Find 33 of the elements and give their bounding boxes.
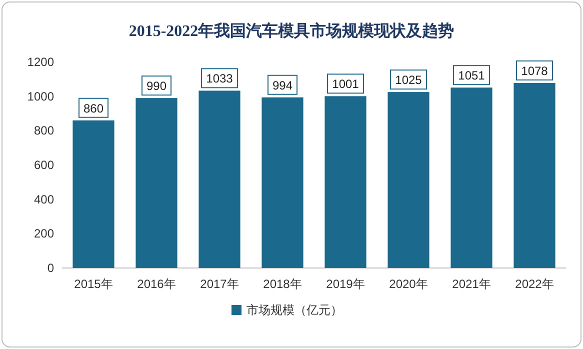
y-tick-label: 200 [34,226,54,241]
x-tick-label: 2017年 [200,277,239,291]
x-tick-label: 2022年 [515,277,554,291]
bar [72,120,114,268]
y-tick-label: 1000 [27,89,54,104]
y-tick-label: 1200 [27,55,54,69]
data-label: 1001 [332,77,360,92]
y-tick-label: 600 [34,158,54,172]
data-label: 1033 [206,72,234,86]
legend-label: 市场规模（亿元） [246,303,342,317]
x-tick-label: 2018年 [263,277,302,291]
bar [388,92,430,268]
x-tick-label: 2015年 [74,277,113,291]
data-label: 860 [83,101,104,116]
data-label: 994 [272,78,293,92]
bar [324,96,366,268]
data-label: 1078 [521,64,548,78]
y-tick-label: 400 [34,192,54,206]
data-label: 990 [146,79,167,94]
y-tick-label: 800 [34,124,54,138]
y-tick-label: 0 [47,261,54,275]
bar [450,88,492,268]
x-tick-label: 2020年 [389,277,428,291]
data-label: 1025 [395,73,422,88]
data-label: 1051 [458,68,486,83]
bar [198,90,240,268]
bar [514,82,556,268]
x-tick-label: 2019年 [326,277,365,291]
x-tick-label: 2021年 [452,277,491,291]
bar [262,97,304,268]
chart-title: 2015-2022年我国汽车模具市场规模现状及趋势 [128,22,454,40]
bar [136,98,178,268]
x-tick-label: 2016年 [137,277,176,291]
